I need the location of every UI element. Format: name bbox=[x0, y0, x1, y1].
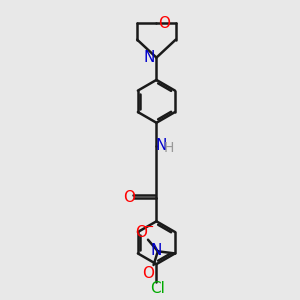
Text: Cl: Cl bbox=[150, 281, 165, 296]
Text: N: N bbox=[150, 243, 162, 258]
Text: −: − bbox=[144, 221, 154, 234]
Text: N: N bbox=[155, 138, 166, 153]
Text: O: O bbox=[158, 16, 170, 31]
Text: H: H bbox=[163, 141, 174, 155]
Text: O: O bbox=[142, 266, 154, 281]
Text: N: N bbox=[143, 50, 155, 65]
Text: O: O bbox=[123, 190, 135, 205]
Text: O: O bbox=[136, 225, 148, 240]
